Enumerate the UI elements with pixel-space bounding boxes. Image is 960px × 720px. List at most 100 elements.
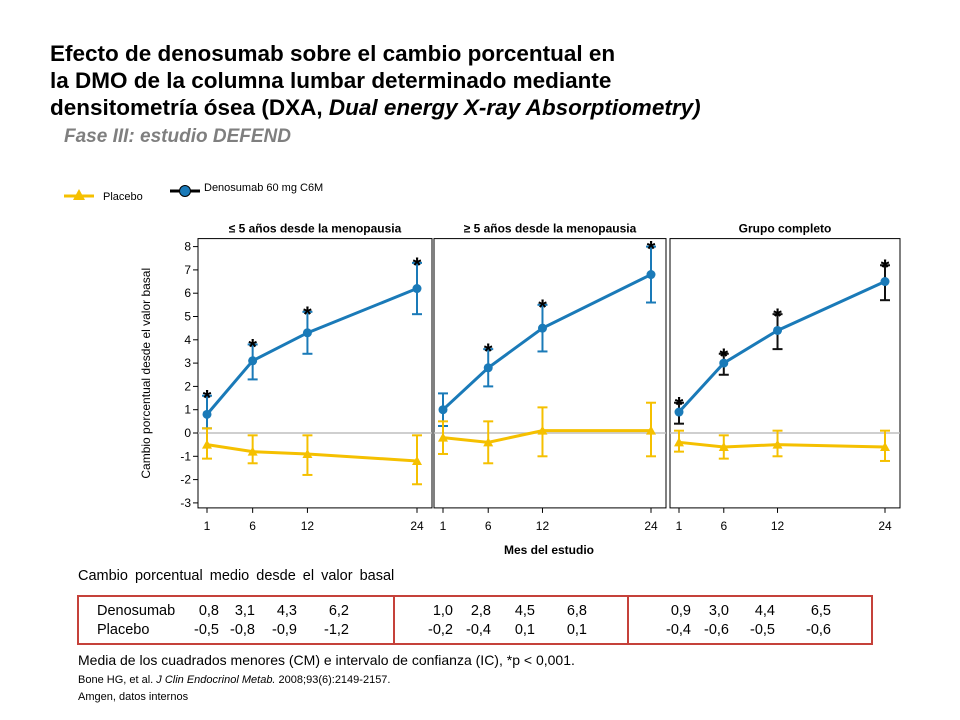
denosumab-point: [412, 284, 422, 294]
denosumab-point: [302, 328, 312, 338]
significance-marker: *: [303, 302, 312, 327]
panel-title: Grupo completo: [739, 222, 832, 236]
table-cell: 0,1: [514, 622, 535, 638]
references: Bone HG, et al. J Clin Endocrinol Metab.…: [78, 672, 390, 706]
legend-placebo-marker: [73, 189, 85, 200]
mean-change-table: Denosumab 0,8 3,1 4,3 6,2 1,0 2,8 4,5 6,8 0,9 3,0 4…: [77, 595, 873, 645]
placebo-point: [483, 437, 494, 447]
denosumab-point: [202, 409, 212, 419]
table-cell: -0,4: [466, 622, 491, 638]
placebo-point: [772, 439, 783, 449]
y-tick-label: 2: [184, 379, 191, 393]
table-cell: 1,0: [432, 603, 453, 619]
reference-authors: Bone HG, et al.: [78, 674, 157, 686]
title-line-1: Efecto de denosumab sobre el cambio porc…: [50, 41, 616, 66]
table-cell: -0,9: [272, 622, 297, 638]
significance-marker: *: [413, 253, 422, 278]
table-cell: 3,1: [234, 603, 255, 619]
placebo-point: [202, 439, 212, 449]
denosumab-point: [773, 325, 783, 335]
x-tick-label: 24: [644, 519, 658, 533]
x-axis-title: Mes del estudio: [504, 543, 594, 557]
title-line-3-plain: densitometría ósea (DXA,: [50, 95, 329, 120]
table-heading: Cambio porcentual medio desde el valor b…: [78, 568, 395, 584]
panel-frame: [669, 238, 901, 509]
bmd-chart: Placebo Denosumab 60 mg C6M 8 7 6 5 4 3 2 1 0 -1 -2 -…: [64, 182, 901, 557]
denosumab-point: [646, 270, 656, 280]
table-cell: 0,8: [198, 603, 219, 619]
table-column-divider: [627, 597, 629, 643]
denosumab-point: [483, 363, 493, 373]
table-column-divider: [393, 597, 395, 643]
table-cell: -0,5: [194, 622, 219, 638]
denosumab-point: [674, 407, 684, 417]
denosumab-point: [719, 358, 729, 368]
placebo-point: [880, 441, 890, 451]
table-cell: 6,5: [810, 603, 831, 619]
reference-source: Amgen, datos internos: [78, 691, 189, 703]
x-tick-label: 6: [485, 519, 492, 533]
table-cell: 6,8: [566, 603, 587, 619]
y-tick-label: 8: [184, 240, 191, 254]
footnote: Media de los cuadrados menores (CM) e in…: [78, 652, 575, 668]
x-tick-label: 24: [410, 519, 424, 533]
denosumab-series-line: [677, 280, 886, 414]
x-tick-label: 12: [771, 519, 785, 533]
placebo-point: [646, 425, 656, 435]
table-row-label: Denosumab: [97, 603, 176, 619]
significance-marker: *: [773, 304, 782, 329]
placebo-point: [247, 446, 258, 456]
placebo-point: [718, 441, 729, 451]
table-cell: 4,4: [754, 603, 775, 619]
denosumab-point: [248, 356, 258, 366]
y-tick-label: 1: [184, 403, 191, 417]
table-cell: 0,1: [566, 622, 587, 638]
table-cell: 4,5: [514, 603, 535, 619]
reference-journal: J Clin Endocrinol Metab.: [156, 674, 276, 686]
y-tick-label: 6: [184, 286, 191, 300]
placebo-point: [412, 455, 422, 465]
y-tick-label: 3: [184, 356, 191, 370]
table-cell: -0,8: [230, 622, 255, 638]
denosumab-series-line: [205, 287, 418, 416]
x-tick-label: 1: [440, 519, 447, 533]
reference-citation: Bone HG, et al. J Clin Endocrinol Metab.…: [78, 672, 390, 689]
page-subtitle: Fase III: estudio DEFEND: [64, 126, 291, 147]
table-cell: -0,5: [750, 622, 775, 638]
significance-marker: *: [675, 393, 684, 418]
placebo-point: [302, 448, 313, 458]
panel-frame: [433, 238, 667, 509]
significance-marker: *: [203, 386, 212, 411]
x-tick-label: 1: [204, 519, 211, 533]
significance-marker: *: [720, 344, 729, 369]
y-tick-label: 5: [184, 310, 191, 324]
placebo-series-line: [442, 429, 651, 444]
legend-denosumab-label: Denosumab 60 mg C6M: [204, 182, 323, 194]
legend-placebo-label: Placebo: [103, 191, 143, 203]
x-tick-label: 12: [536, 519, 550, 533]
denosumab-point: [438, 405, 448, 415]
x-tick-label: 24: [878, 519, 892, 533]
table-row: Denosumab 0,8 3,1 4,3 6,2 1,0 2,8 4,5 6,8 0,9 3,0 4…: [79, 603, 871, 621]
significance-marker: *: [484, 339, 493, 364]
panel-title: ≥ 5 años desde la menopausia: [464, 222, 637, 236]
significance-marker: *: [647, 237, 656, 262]
title-line-3-italic: Dual energy X-ray Absorptiometry): [328, 95, 701, 120]
y-tick-label: -1: [180, 449, 191, 463]
y-axis-title: Cambio porcentual desde el valor basal: [139, 268, 153, 479]
significance-marker: *: [538, 295, 547, 320]
y-tick-label: 7: [184, 263, 191, 277]
table-cell: -0,6: [806, 622, 831, 638]
table-row: Placebo -0,5 -0,8 -0,9 -1,2 -0,2 -0,4 0,1 0,1 -0,…: [79, 622, 871, 640]
x-tick-label: 6: [249, 519, 256, 533]
reference-details: 2008;93(6):2149-2157.: [275, 674, 391, 686]
table-cell: -1,2: [324, 622, 349, 638]
denosumab-series-line: [441, 273, 652, 411]
legend-denosumab-marker: [179, 185, 191, 197]
x-tick-label: 12: [301, 519, 315, 533]
table-cell: -0,2: [428, 622, 453, 638]
placebo-point: [438, 432, 448, 442]
denosumab-point: [537, 323, 547, 333]
panel-frame: [197, 238, 433, 509]
table-cell: 6,2: [328, 603, 349, 619]
